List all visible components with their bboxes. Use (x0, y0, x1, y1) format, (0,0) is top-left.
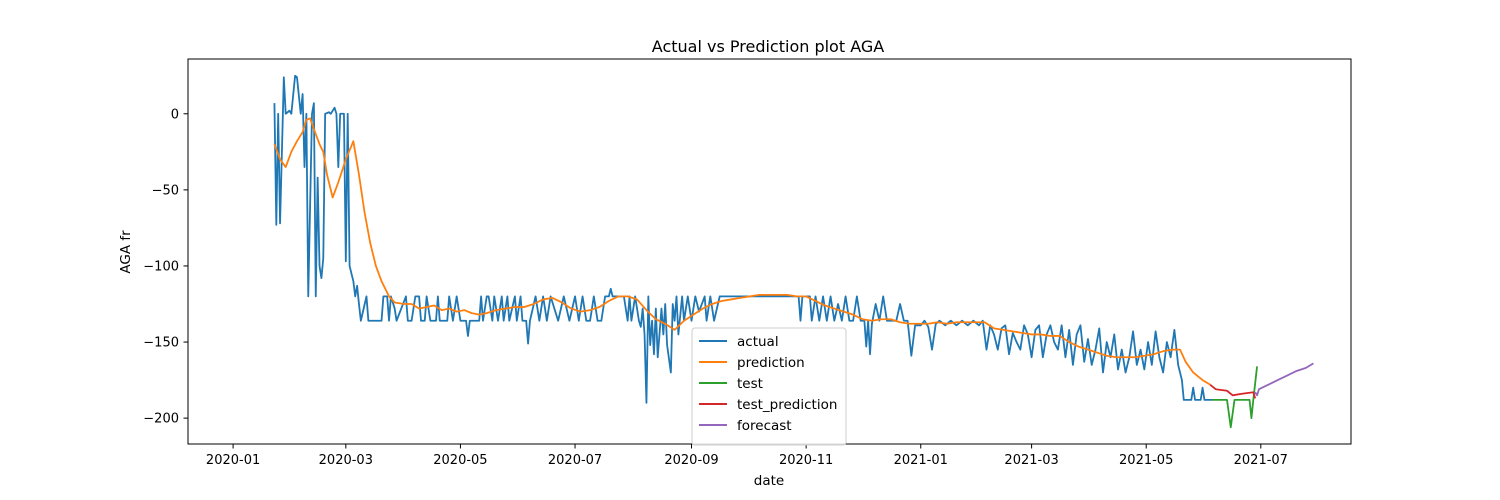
x-tick-label: 2020-11 (779, 453, 833, 468)
series-line-test (1211, 366, 1258, 429)
x-tick-label: 2020-07 (548, 453, 602, 468)
series-line-prediction (273, 117, 1211, 386)
x-tick-label: 2020-09 (664, 453, 718, 468)
axis-layer: 2020-01 2020-03 2020-05 2020-07 2020-09 2020-… (143, 107, 1288, 468)
x-tick-label: 2020-05 (433, 453, 487, 468)
legend-label-prediction: prediction (737, 355, 805, 371)
legend-box (691, 327, 847, 446)
x-tick-label: 2020-01 (206, 453, 260, 468)
chart-title: Actual vs Prediction plot AGA (652, 37, 884, 56)
x-tick-label: 2020-03 (319, 453, 373, 468)
series-line-test-prediction (1209, 383, 1257, 399)
x-axis-label: date (754, 473, 784, 489)
y-tick-label: −200 (143, 412, 179, 427)
y-tick-label: −150 (143, 336, 179, 351)
legend-label-forecast: forecast (737, 418, 792, 434)
legend: actual prediction test test_predictionforec… (691, 327, 847, 446)
x-tick-label: 2021-07 (1234, 453, 1288, 468)
y-axis-label: AGA fr (118, 230, 134, 274)
x-tick-label: 2021-03 (1004, 453, 1058, 468)
y-tick-label: −50 (152, 183, 179, 198)
y-tick-label: 0 (171, 107, 179, 122)
x-tick-label: 2021-05 (1119, 453, 1173, 468)
legend-label-actual: actual (737, 334, 779, 350)
series-line-forecast (1254, 362, 1314, 397)
legend-label-test-prediction: test_prediction (737, 397, 837, 413)
y-tick-label: −100 (143, 259, 179, 274)
series-layer (273, 74, 1314, 429)
legend-label-test: test (737, 376, 763, 392)
x-tick-label: 2021-01 (894, 453, 948, 468)
